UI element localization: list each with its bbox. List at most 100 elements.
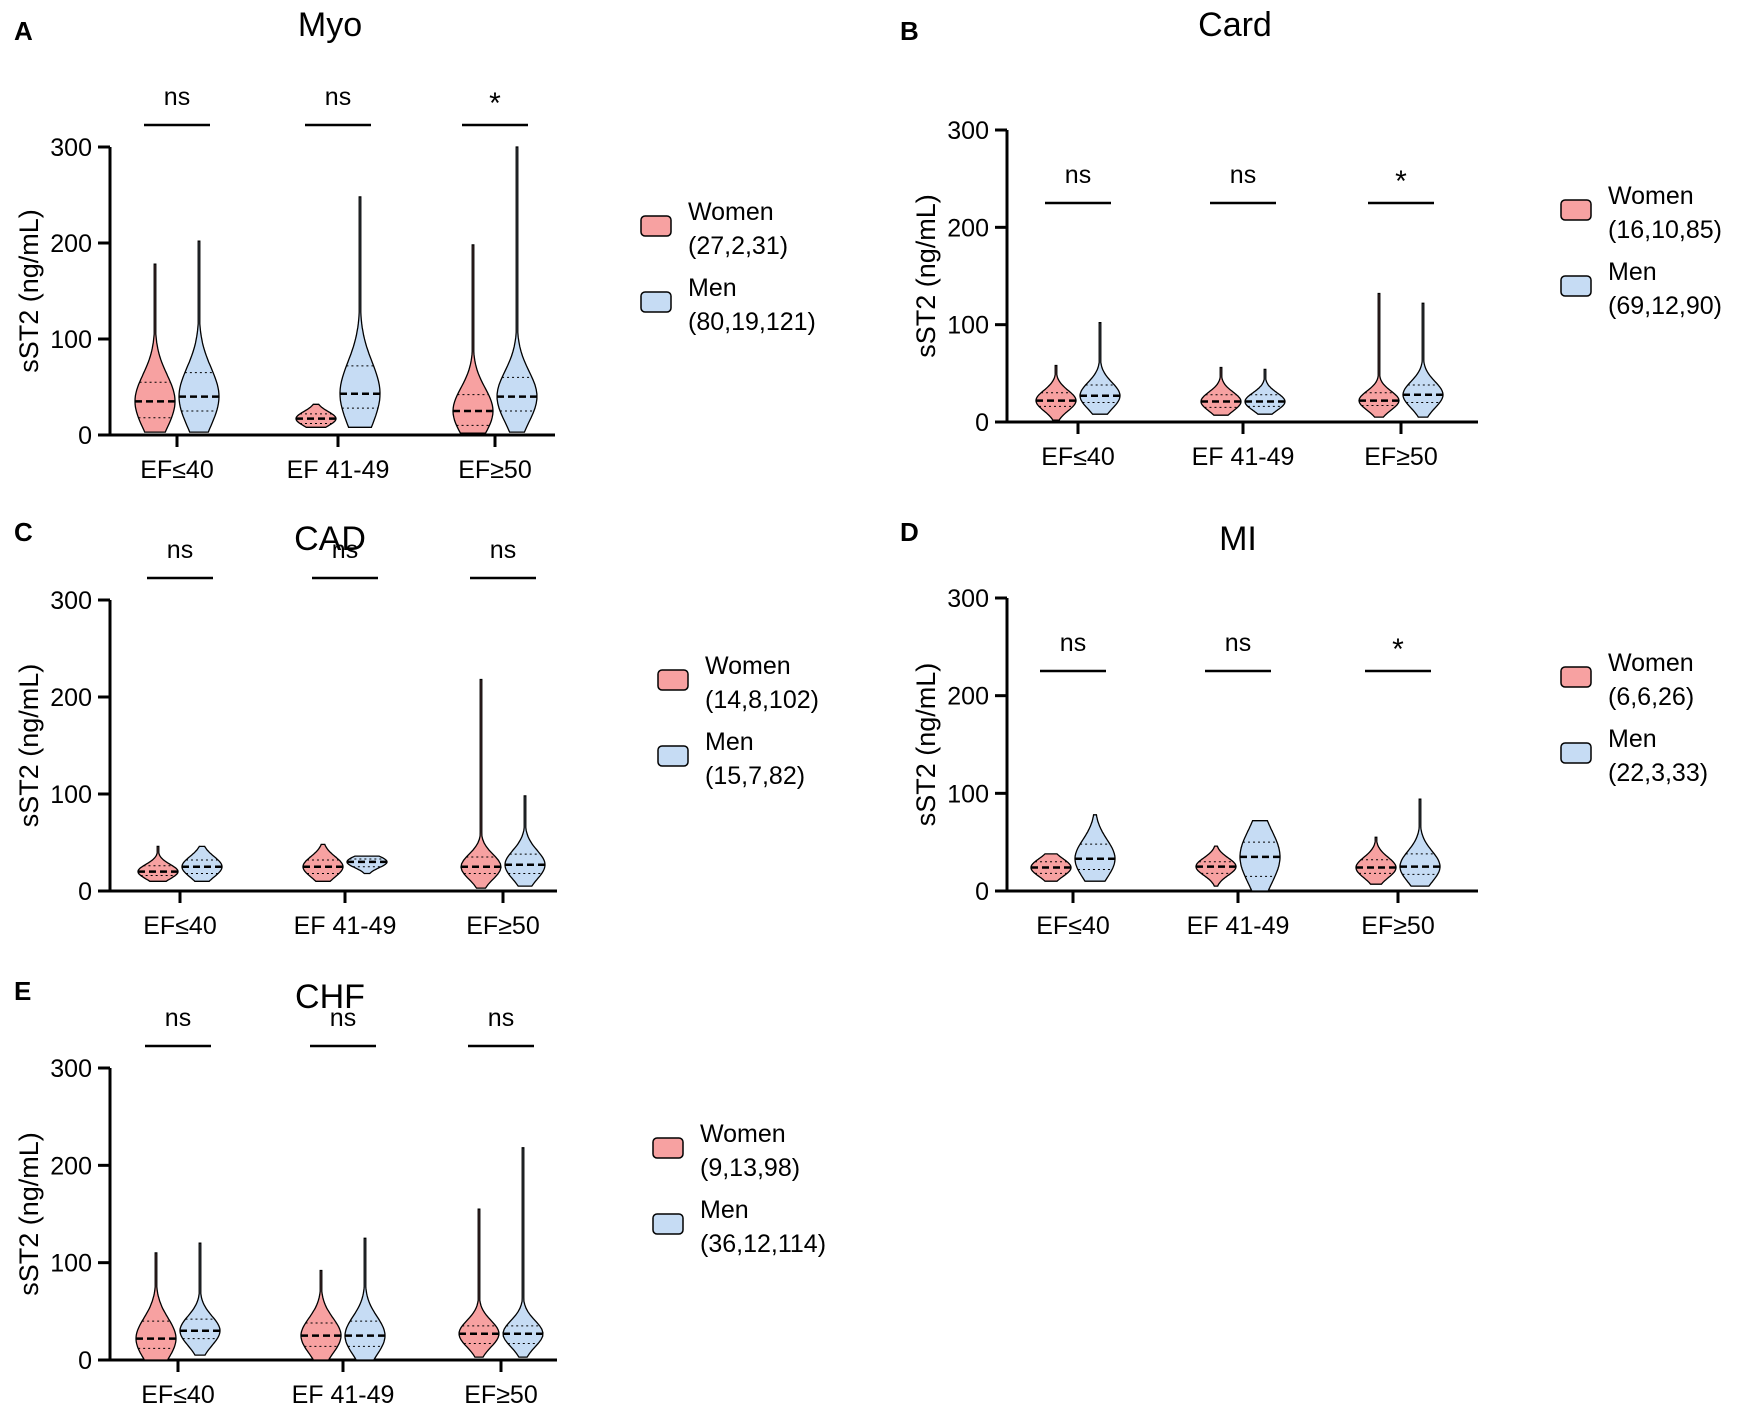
panels-layer: A Myo 0 100 200 300 sST2 (ng/mL) EF≤40 ns EF 41-4…: [14, 6, 1722, 1409]
women-violin: [1195, 845, 1237, 887]
women-violin: [458, 1208, 500, 1358]
men-violin: [496, 146, 538, 433]
women-violin: [1358, 292, 1400, 418]
x-tick-label: EF 41-49: [292, 1381, 395, 1409]
y-tick-label: 100: [50, 1250, 92, 1278]
men-violin: [1079, 322, 1121, 415]
legend-label: Women: [688, 198, 774, 226]
y-tick-label: 100: [50, 326, 92, 354]
men-violin: [1244, 368, 1286, 415]
men-violin: [502, 1147, 544, 1358]
y-tick-label: 200: [50, 230, 92, 258]
significance-label: ns: [325, 83, 351, 111]
legend-swatch-women: [1560, 199, 1592, 221]
y-tick-label: 100: [947, 312, 989, 340]
x-tick-label: EF≤40: [1041, 443, 1114, 471]
legend-counts: (80,19,121): [688, 308, 816, 336]
y-axis-label: sST2 (ng/mL): [14, 209, 44, 373]
significance-label: ns: [167, 536, 193, 564]
x-tick-label: EF≥50: [464, 1381, 537, 1409]
legend-swatch-women: [657, 669, 689, 691]
x-tick-label: EF≥50: [1361, 912, 1434, 940]
men-violin: [1074, 814, 1116, 882]
women-violin: [300, 1269, 342, 1361]
y-axis-label: sST2 (ng/mL): [911, 663, 941, 827]
y-axis-label: sST2 (ng/mL): [14, 1132, 44, 1296]
y-tick-label: 0: [975, 409, 989, 437]
legend-swatch-men: [652, 1213, 684, 1235]
panel-letter: B: [900, 16, 919, 46]
men-violin: [344, 1237, 386, 1361]
legend-swatch-men: [657, 745, 689, 767]
y-tick-label: 200: [50, 684, 92, 712]
x-tick-label: EF≤40: [1036, 912, 1109, 940]
women-violin: [1030, 853, 1072, 882]
y-axis-label: sST2 (ng/mL): [911, 194, 941, 358]
x-tick-label: EF 41-49: [287, 456, 390, 484]
y-tick-label: 0: [78, 878, 92, 906]
panel-title: Card: [1198, 6, 1272, 44]
significance-label: ns: [1060, 629, 1086, 657]
legend-label: Women: [1608, 182, 1694, 210]
x-tick-label: EF≤40: [143, 912, 216, 940]
y-tick-label: 300: [50, 1055, 92, 1083]
x-tick-label: EF 41-49: [1192, 443, 1295, 471]
legend-swatch-men: [1560, 742, 1592, 764]
panel-letter: E: [14, 976, 31, 1006]
panel-title: Myo: [298, 6, 362, 44]
women-violin: [137, 845, 179, 882]
legend-swatch-women: [652, 1137, 684, 1159]
legend-swatch-men: [1560, 275, 1592, 297]
x-tick-label: EF≥50: [458, 456, 531, 484]
legend-counts: (9,13,98): [700, 1154, 800, 1182]
significance-label: *: [1395, 165, 1407, 198]
significance-label: ns: [1225, 629, 1251, 657]
women-violin: [302, 843, 344, 882]
men-violin: [504, 795, 546, 887]
y-tick-label: 300: [50, 587, 92, 615]
legend-label: Men: [688, 274, 737, 302]
panel-title: CAD: [294, 520, 366, 558]
significance-label: ns: [330, 1004, 356, 1032]
men-violin: [181, 845, 223, 882]
y-tick-label: 0: [975, 878, 989, 906]
legend-counts: (16,10,85): [1608, 216, 1722, 244]
legend-counts: (15,7,82): [705, 762, 805, 790]
women-violin: [135, 1252, 177, 1361]
men-violin: [339, 196, 381, 428]
legend-label: Men: [1608, 258, 1657, 286]
panel-letter: C: [14, 517, 33, 547]
x-tick-label: EF 41-49: [1187, 912, 1290, 940]
y-tick-label: 200: [50, 1152, 92, 1180]
legend-counts: (6,6,26): [1608, 683, 1694, 711]
legend-label: Men: [1608, 725, 1657, 753]
panel-a: A Myo 0 100 200 300 sST2 (ng/mL) EF≤40 ns EF 41-4…: [14, 6, 816, 484]
y-tick-label: 200: [947, 214, 989, 242]
legend-label: Women: [1608, 649, 1694, 677]
women-violin: [1355, 836, 1397, 885]
significance-label: ns: [1230, 161, 1256, 189]
men-violin: [1399, 798, 1441, 887]
legend-label: Women: [700, 1120, 786, 1148]
panel-title: MI: [1219, 520, 1257, 558]
women-violin: [134, 263, 176, 433]
legend-swatch-women: [1560, 666, 1592, 688]
significance-label: ns: [332, 536, 358, 564]
y-tick-label: 300: [947, 585, 989, 613]
y-tick-label: 0: [78, 422, 92, 450]
legend-label: Men: [700, 1196, 749, 1224]
legend-counts: (27,2,31): [688, 232, 788, 260]
y-tick-label: 100: [50, 781, 92, 809]
legend-counts: (69,12,90): [1608, 292, 1722, 320]
women-violin: [452, 244, 494, 434]
x-tick-label: EF≥50: [466, 912, 539, 940]
legend-counts: (22,3,33): [1608, 759, 1708, 787]
men-violin: [1402, 302, 1444, 418]
panel-d: D MI 0 100 200 300 sST2 (ng/mL) EF≤40 ns EF 41-49…: [900, 517, 1708, 940]
legend-label: Women: [705, 652, 791, 680]
legend-swatch-women: [640, 215, 672, 237]
x-tick-label: EF≥50: [1364, 443, 1437, 471]
men-violin: [178, 240, 220, 433]
legend-counts: (36,12,114): [700, 1230, 826, 1258]
